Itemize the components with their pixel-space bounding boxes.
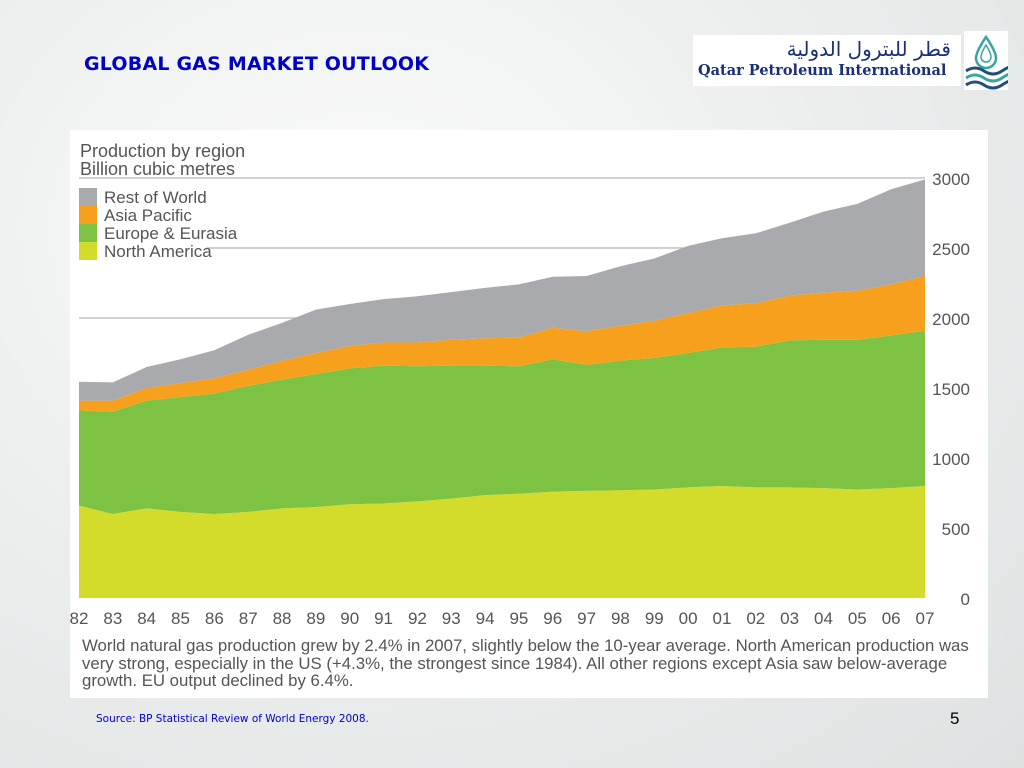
y-tick-label: 0 xyxy=(961,590,970,609)
x-axis-tick-labels: 82 83 84 85 86 87 88 89 90 91 92 93 94 95 96 97 98 99 00 01… xyxy=(70,609,934,628)
y-tick-label: 2500 xyxy=(932,240,970,259)
legend-label-north-america: North America xyxy=(104,242,212,261)
x-tick-label: 98 xyxy=(611,609,630,628)
page-number: 5 xyxy=(950,709,960,728)
legend-label-asia-pacific: Asia Pacific xyxy=(104,206,192,225)
x-tick-label: 02 xyxy=(746,609,765,628)
x-tick-label: 96 xyxy=(543,609,562,628)
y-tick-label: 500 xyxy=(942,520,970,539)
x-tick-label: 88 xyxy=(273,609,292,628)
x-tick-label: 89 xyxy=(306,609,325,628)
x-tick-label: 87 xyxy=(239,609,258,628)
x-tick-label: 82 xyxy=(70,609,88,628)
slide-title: GLOBAL GAS MARKET OUTLOOK xyxy=(84,53,430,75)
x-tick-label: 92 xyxy=(408,609,427,628)
source-citation: Source: BP Statistical Review of World E… xyxy=(96,713,369,725)
x-tick-label: 85 xyxy=(171,609,190,628)
legend-swatch-asia-pacific xyxy=(79,206,97,224)
logo-english-text: Qatar Petroleum International xyxy=(698,62,947,79)
x-tick-label: 91 xyxy=(374,609,393,628)
x-tick-label: 93 xyxy=(442,609,461,628)
x-tick-label: 01 xyxy=(712,609,731,628)
x-tick-label: 03 xyxy=(780,609,799,628)
x-tick-label: 97 xyxy=(577,609,596,628)
stacked-areas xyxy=(79,179,925,598)
x-tick-label: 06 xyxy=(882,609,901,628)
x-tick-label: 94 xyxy=(476,609,495,628)
area-north-america xyxy=(79,486,925,598)
logo-arabic-text: قطر للبترول الدولية xyxy=(786,37,951,61)
legend-swatch-europe-eurasia xyxy=(79,224,97,242)
chart-subtitle: Billion cubic metres xyxy=(80,159,235,179)
y-tick-label: 3000 xyxy=(932,170,970,189)
x-tick-label: 84 xyxy=(137,609,156,628)
gas-production-chart: 0 500 1000 1500 2000 2500 3000 82 83 84 85 86 87 88 8… xyxy=(70,130,988,698)
area-rest-of-world xyxy=(79,179,925,401)
x-tick-label: 86 xyxy=(205,609,224,628)
legend-swatch-rest-of-world xyxy=(79,188,97,206)
x-tick-label: 83 xyxy=(103,609,122,628)
x-tick-label: 90 xyxy=(340,609,359,628)
legend-label-rest-of-world: Rest of World xyxy=(104,188,207,207)
area-asia-pacific xyxy=(79,276,925,412)
x-tick-label: 05 xyxy=(848,609,867,628)
legend-swatch-north-america xyxy=(79,242,97,260)
x-tick-label: 95 xyxy=(509,609,528,628)
chart-caption: World natural gas production grew by 2.4… xyxy=(82,636,969,690)
area-europe-eurasia xyxy=(79,330,925,514)
x-tick-label: 07 xyxy=(916,609,935,628)
chart-title: Production by region xyxy=(80,141,245,161)
company-logo: قطر للبترول الدولية Qatar Petroleum Inte… xyxy=(693,35,961,86)
legend-background xyxy=(78,186,206,272)
logo-emblem-icon xyxy=(964,31,1011,90)
legend-label-europe-eurasia: Europe & Eurasia xyxy=(104,224,238,243)
y-axis-tick-labels: 0 500 1000 1500 2000 2500 3000 xyxy=(932,170,970,609)
x-tick-label: 04 xyxy=(814,609,833,628)
y-tick-label: 2000 xyxy=(932,310,970,329)
x-tick-label: 99 xyxy=(645,609,664,628)
y-tick-label: 1500 xyxy=(932,380,970,399)
y-tick-label: 1000 xyxy=(932,450,970,469)
x-tick-label: 00 xyxy=(679,609,698,628)
